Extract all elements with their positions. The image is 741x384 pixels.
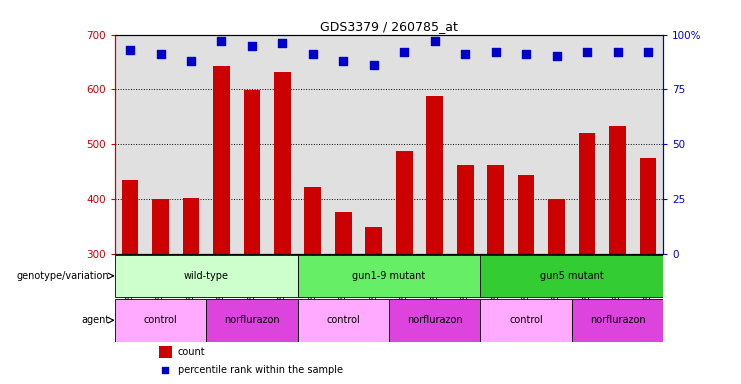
Bar bbox=[244, 91, 260, 254]
Point bbox=[246, 43, 258, 49]
Bar bbox=[305, 187, 322, 254]
Point bbox=[581, 49, 593, 55]
Bar bbox=[365, 227, 382, 254]
Point bbox=[551, 53, 562, 60]
Point bbox=[155, 51, 167, 57]
Point bbox=[337, 58, 349, 64]
Bar bbox=[159, 346, 173, 358]
Text: agent: agent bbox=[81, 315, 110, 325]
Bar bbox=[488, 165, 504, 254]
Bar bbox=[335, 212, 352, 254]
Bar bbox=[426, 96, 443, 254]
Point bbox=[124, 47, 136, 53]
Point bbox=[520, 51, 532, 57]
Point bbox=[368, 62, 379, 68]
Bar bbox=[115, 299, 206, 341]
Bar bbox=[518, 175, 534, 254]
Bar bbox=[456, 165, 473, 254]
Bar bbox=[548, 199, 565, 254]
Text: norflurazon: norflurazon bbox=[407, 315, 462, 325]
Bar bbox=[480, 255, 663, 297]
Text: control: control bbox=[327, 315, 360, 325]
Point bbox=[307, 51, 319, 57]
Bar bbox=[396, 151, 413, 254]
Bar bbox=[206, 299, 298, 341]
Bar bbox=[389, 299, 480, 341]
Bar bbox=[480, 299, 572, 341]
Bar bbox=[609, 126, 626, 254]
Point bbox=[642, 49, 654, 55]
Bar bbox=[298, 255, 480, 297]
Bar bbox=[572, 299, 663, 341]
Point bbox=[429, 38, 441, 44]
Bar bbox=[115, 255, 298, 297]
Bar bbox=[122, 180, 139, 254]
Point bbox=[216, 38, 227, 44]
Text: control: control bbox=[509, 315, 543, 325]
Text: control: control bbox=[144, 315, 177, 325]
Text: wild-type: wild-type bbox=[184, 271, 229, 281]
Text: gun1-9 mutant: gun1-9 mutant bbox=[353, 271, 425, 281]
Point bbox=[185, 58, 197, 64]
Point bbox=[611, 49, 623, 55]
Bar bbox=[152, 199, 169, 254]
Point bbox=[399, 49, 411, 55]
Point bbox=[490, 49, 502, 55]
Text: norflurazon: norflurazon bbox=[590, 315, 645, 325]
Text: percentile rank within the sample: percentile rank within the sample bbox=[178, 364, 343, 374]
Bar bbox=[579, 133, 596, 254]
Bar bbox=[182, 198, 199, 254]
Text: gun5 mutant: gun5 mutant bbox=[540, 271, 604, 281]
Bar bbox=[213, 66, 230, 254]
Text: norflurazon: norflurazon bbox=[224, 315, 280, 325]
Point bbox=[159, 366, 171, 372]
Text: count: count bbox=[178, 347, 205, 357]
Bar bbox=[639, 158, 657, 254]
Text: genotype/variation: genotype/variation bbox=[17, 271, 110, 281]
Bar bbox=[298, 299, 389, 341]
Title: GDS3379 / 260785_at: GDS3379 / 260785_at bbox=[320, 20, 458, 33]
Point bbox=[459, 51, 471, 57]
Point bbox=[276, 40, 288, 46]
Bar bbox=[274, 72, 290, 254]
